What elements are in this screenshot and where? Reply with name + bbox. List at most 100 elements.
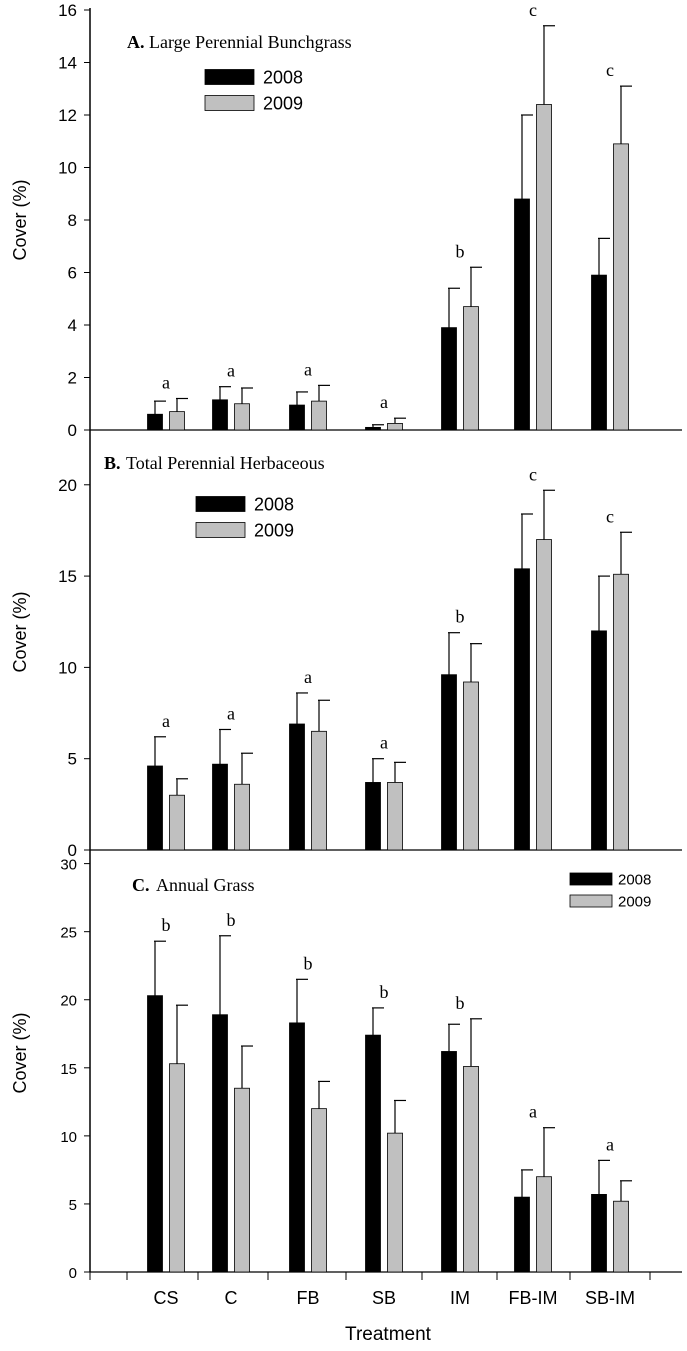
- bar-2008-sb: [365, 782, 381, 851]
- bar-2008-sb: [365, 1034, 381, 1273]
- bar-2008-fb: [289, 723, 305, 851]
- significance-letter: b: [456, 607, 465, 627]
- panel-title: Total Perennial Herbaceous: [126, 453, 325, 473]
- bar-2009-sb-im: [613, 143, 629, 431]
- bar-2008-fb-im: [514, 568, 530, 851]
- bar-2009-fb-im: [536, 1176, 552, 1273]
- bar-2008-sb: [365, 426, 381, 431]
- y-tick-label: 30: [60, 857, 77, 874]
- y-tick-label: 5: [68, 750, 77, 769]
- y-tick-label: 6: [68, 264, 77, 283]
- bar-2008-sb-im: [591, 630, 607, 851]
- y-tick-label: 16: [58, 1, 77, 20]
- legend-swatch-2008: [195, 496, 246, 512]
- significance-letter: b: [380, 982, 389, 1002]
- y-tick-label: 20: [58, 476, 77, 495]
- significance-letter: a: [304, 667, 312, 687]
- legend-label: 2008: [254, 494, 294, 514]
- y-axis-label: Cover (%): [10, 1012, 30, 1093]
- legend-label: 2008: [618, 871, 651, 888]
- significance-letter: a: [380, 392, 388, 412]
- significance-letter: a: [529, 1102, 537, 1122]
- significance-letter: a: [227, 361, 235, 381]
- bar-2008-c: [212, 399, 228, 431]
- legend-swatch-2009: [204, 95, 255, 111]
- y-axis-label: Cover (%): [10, 179, 30, 260]
- y-tick-label: 8: [68, 211, 77, 230]
- bar-2009-fb: [311, 1108, 327, 1273]
- bar-2009-sb-im: [613, 1200, 629, 1273]
- x-axis-label: Treatment: [345, 1324, 432, 1345]
- legend-swatch-2009: [195, 522, 246, 538]
- panel-title: Large Perennial Bunchgrass: [149, 32, 352, 52]
- bar-2008-im: [441, 1051, 457, 1273]
- legend-label: 2008: [263, 67, 303, 87]
- bar-2009-im: [463, 306, 479, 431]
- bar-2008-c: [212, 1014, 228, 1273]
- bar-2009-fb-im: [536, 104, 552, 431]
- significance-letter: c: [606, 60, 614, 80]
- significance-letter: b: [162, 915, 171, 935]
- significance-letter: c: [529, 0, 537, 20]
- legend-label: 2009: [618, 893, 651, 910]
- bar-2009-cs: [169, 1063, 185, 1273]
- bar-2009-im: [463, 1066, 479, 1273]
- bar-2009-c: [234, 783, 250, 851]
- panel-c: 0 5 10 15 20 25 30 Cover (%) C. Annual Grass b b b b b…: [10, 857, 682, 1282]
- legend-label: 2009: [263, 93, 303, 113]
- bar-2009-cs: [169, 794, 185, 851]
- significance-letter: b: [456, 993, 465, 1013]
- significance-letter: b: [304, 953, 313, 973]
- y-tick-label: 12: [58, 106, 77, 125]
- bar-2008-fb-im: [514, 198, 530, 431]
- y-tick-label: 0: [68, 421, 77, 440]
- panel-a: 0 2 4 6 8 10 12 14 16 Cover (%) A. Large Perennial …: [10, 0, 682, 440]
- panel-b: 0 5 10 15 20 Cover (%) B. Total Perennial Herba…: [10, 453, 682, 860]
- y-tick-label: 2: [68, 369, 77, 388]
- significance-letter: b: [456, 241, 465, 261]
- bar-2009-sb: [387, 423, 403, 431]
- legend-swatch-2008: [569, 872, 613, 886]
- y-tick-label: 0: [69, 1265, 77, 1282]
- legend-swatch-2009: [569, 894, 613, 908]
- panel-title: Annual Grass: [156, 875, 254, 895]
- bar-2008-c: [212, 763, 228, 851]
- x-tick-label-c: C: [225, 1288, 238, 1308]
- bar-2008-sb-im: [591, 1194, 607, 1273]
- bar-2008-cs: [147, 413, 163, 431]
- legend-label: 2009: [254, 520, 294, 540]
- y-tick-label: 15: [58, 567, 77, 586]
- significance-letter: a: [227, 703, 235, 723]
- bar-2009-fb-im: [536, 539, 552, 851]
- bar-2008-fb: [289, 1022, 305, 1273]
- x-tick-label-cs: CS: [153, 1288, 178, 1308]
- y-tick-label: 25: [60, 925, 77, 942]
- panel-letter: A.: [127, 32, 145, 52]
- y-tick-label: 0: [68, 841, 77, 860]
- y-tick-label: 10: [58, 159, 77, 178]
- significance-letter: a: [304, 359, 312, 379]
- significance-letter: a: [606, 1134, 614, 1154]
- y-tick-label: 10: [60, 1129, 77, 1146]
- significance-letter: a: [162, 373, 170, 393]
- bar-2008-cs: [147, 995, 163, 1273]
- bar-2008-fb-im: [514, 1196, 530, 1273]
- significance-letter: a: [162, 711, 170, 731]
- significance-letter: c: [529, 464, 537, 484]
- y-tick-label: 5: [69, 1197, 77, 1214]
- panel-letter: C.: [132, 875, 150, 895]
- bar-2009-sb: [387, 782, 403, 851]
- bar-2009-fb: [311, 730, 327, 851]
- y-tick-label: 4: [68, 316, 77, 335]
- bar-2009-c: [234, 403, 250, 431]
- x-tick-label-fb-im: FB-IM: [509, 1288, 558, 1308]
- legend-swatch-2008: [204, 69, 255, 85]
- x-tick-label-sb-im: SB-IM: [585, 1288, 635, 1308]
- x-tick-label-fb: FB: [296, 1288, 319, 1308]
- y-tick-label: 10: [58, 658, 77, 677]
- significance-letter: a: [380, 733, 388, 753]
- panel-letter: B.: [104, 453, 121, 473]
- bar-2008-im: [441, 674, 457, 851]
- bar-2009-cs: [169, 411, 185, 431]
- y-tick-label: 20: [60, 993, 77, 1010]
